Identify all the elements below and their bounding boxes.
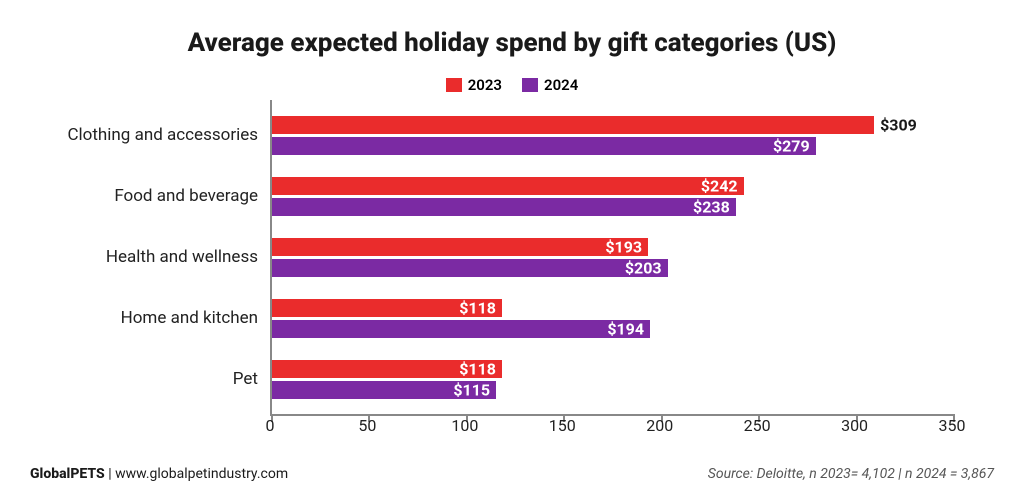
bar [272, 259, 668, 277]
bar-value-label: $115 [453, 380, 490, 399]
legend-swatch-2023 [446, 78, 462, 92]
brand-name: GlobalPETS [30, 466, 105, 482]
brand-label: GlobalPETS | www.globalpetindustry.com [30, 466, 288, 482]
x-tick-label: 350 [939, 416, 966, 435]
category-label: Home and kitchen [121, 308, 258, 328]
legend-label-2023: 2023 [468, 76, 502, 94]
plot: Clothing and accessories Food and beverag… [30, 100, 994, 460]
bars-layer: $309 $279 $242 $238 $193 $203 $118 $194 $118 $115 [272, 100, 954, 414]
bar-value-label: $238 [693, 197, 730, 216]
bar [272, 177, 744, 195]
legend-item-2023: 2023 [446, 76, 502, 94]
chart-title: Average expected holiday spend by gift c… [30, 28, 994, 58]
x-tick-label: 0 [266, 416, 275, 435]
x-axis-ticks: 050100150200250300350 [270, 416, 954, 460]
category-label: Food and beverage [114, 186, 258, 206]
legend: 2023 2024 [30, 76, 994, 94]
bar-value-label: $309 [880, 115, 917, 134]
x-tick-label: 100 [451, 416, 478, 435]
bar-value-label: $118 [459, 359, 496, 378]
legend-label-2024: 2024 [544, 76, 578, 94]
x-tick-label: 300 [841, 416, 868, 435]
bar-value-label: $279 [773, 136, 810, 155]
plot-area: $309 $279 $242 $238 $193 $203 $118 $194 $118 $115 [270, 100, 954, 416]
bar [272, 238, 648, 256]
category-label: Clothing and accessories [67, 125, 258, 145]
x-tick-label: 150 [549, 416, 576, 435]
chart-container: Average expected holiday spend by gift c… [0, 0, 1024, 500]
bar [272, 320, 650, 338]
x-tick-label: 50 [358, 416, 376, 435]
legend-item-2024: 2024 [522, 76, 578, 94]
legend-swatch-2024 [522, 78, 538, 92]
brand-url: | www.globalpetindustry.com [105, 466, 288, 482]
bar-value-label: $203 [625, 258, 662, 277]
y-axis-labels: Clothing and accessories Food and beverag… [30, 100, 270, 416]
source-label: Source: Deloitte, n 2023= 4,102 | n 2024… [708, 466, 994, 482]
x-tick-label: 200 [646, 416, 673, 435]
bar-value-label: $194 [607, 319, 644, 338]
bar [272, 137, 816, 155]
bar-value-label: $242 [701, 176, 738, 195]
bar-value-label: $193 [605, 237, 642, 256]
bar [272, 116, 874, 134]
category-label: Pet [233, 369, 258, 389]
bar-value-label: $118 [459, 298, 496, 317]
x-tick-label: 250 [744, 416, 771, 435]
bar [272, 198, 736, 216]
footer: GlobalPETS | www.globalpetindustry.com S… [30, 466, 994, 482]
category-label: Health and wellness [106, 247, 258, 267]
